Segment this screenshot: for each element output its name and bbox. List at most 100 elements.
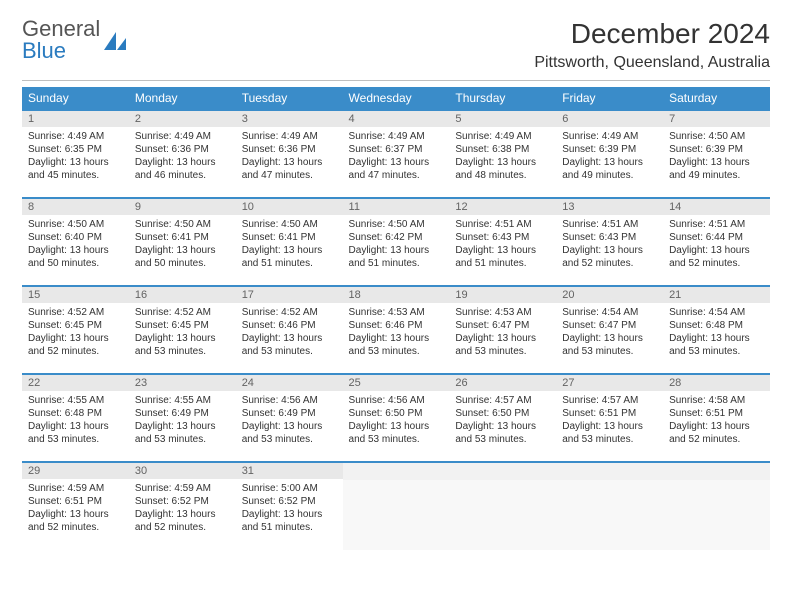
calendar-cell: 7Sunrise: 4:50 AMSunset: 6:39 PMDaylight… bbox=[663, 110, 770, 198]
sunset-line-label: Sunset: bbox=[669, 408, 703, 419]
sunrise-line-value: 4:55 AM bbox=[67, 395, 104, 406]
sunrise-line-label: Sunrise: bbox=[135, 307, 172, 318]
sunrise-line-value: 4:49 AM bbox=[281, 131, 318, 142]
sunrise-line-value: 4:53 AM bbox=[495, 307, 532, 318]
sunset-line-label: Sunset: bbox=[349, 232, 383, 243]
sunrise-line-label: Sunrise: bbox=[242, 307, 279, 318]
sunset-line-label: Sunset: bbox=[455, 232, 489, 243]
sunset-line-value: 6:44 PM bbox=[706, 232, 743, 243]
daylight-line: Daylight: 13 hours and 53 minutes. bbox=[455, 420, 550, 446]
sunrise-line-value: 4:52 AM bbox=[174, 307, 211, 318]
day-details: Sunrise: 4:56 AMSunset: 6:49 PMDaylight:… bbox=[236, 391, 343, 450]
sunset-line: Sunset: 6:39 PM bbox=[562, 143, 657, 156]
daylight-line: Daylight: 13 hours and 47 minutes. bbox=[242, 156, 337, 182]
sunset-line: Sunset: 6:39 PM bbox=[669, 143, 764, 156]
sunset-line-label: Sunset: bbox=[242, 144, 276, 155]
sunrise-line-label: Sunrise: bbox=[562, 131, 599, 142]
sunrise-line: Sunrise: 4:51 AM bbox=[562, 218, 657, 231]
sunrise-line-value: 4:52 AM bbox=[281, 307, 318, 318]
sunset-line: Sunset: 6:35 PM bbox=[28, 143, 123, 156]
sunrise-line: Sunrise: 4:50 AM bbox=[669, 130, 764, 143]
sunrise-line-label: Sunrise: bbox=[349, 395, 386, 406]
day-details: Sunrise: 4:57 AMSunset: 6:50 PMDaylight:… bbox=[449, 391, 556, 450]
daylight-line-label: Daylight: bbox=[349, 245, 388, 256]
sunrise-line: Sunrise: 4:56 AM bbox=[349, 394, 444, 407]
day-details: Sunrise: 4:58 AMSunset: 6:51 PMDaylight:… bbox=[663, 391, 770, 450]
sunrise-line-label: Sunrise: bbox=[669, 307, 706, 318]
sunset-line: Sunset: 6:45 PM bbox=[28, 319, 123, 332]
sunset-line: Sunset: 6:37 PM bbox=[349, 143, 444, 156]
sunrise-line-value: 4:49 AM bbox=[174, 131, 211, 142]
day-header: Saturday bbox=[663, 87, 770, 110]
day-details: Sunrise: 4:49 AMSunset: 6:39 PMDaylight:… bbox=[556, 127, 663, 186]
day-number: 17 bbox=[236, 287, 343, 303]
calendar-cell: 18Sunrise: 4:53 AMSunset: 6:46 PMDayligh… bbox=[343, 286, 450, 374]
sunset-line-value: 6:49 PM bbox=[278, 408, 315, 419]
sunset-line-label: Sunset: bbox=[135, 144, 169, 155]
daylight-line: Daylight: 13 hours and 52 minutes. bbox=[669, 420, 764, 446]
sunrise-line-label: Sunrise: bbox=[135, 395, 172, 406]
daylight-line-label: Daylight: bbox=[28, 421, 67, 432]
sunset-line: Sunset: 6:36 PM bbox=[135, 143, 230, 156]
logo-sail-icon bbox=[102, 30, 128, 52]
day-number: 12 bbox=[449, 199, 556, 215]
sunset-line-value: 6:43 PM bbox=[492, 232, 529, 243]
daylight-line-label: Daylight: bbox=[135, 333, 174, 344]
calendar-week: 1Sunrise: 4:49 AMSunset: 6:35 PMDaylight… bbox=[22, 110, 770, 198]
location-text: Pittsworth, Queensland, Australia bbox=[534, 54, 770, 72]
calendar-week: 8Sunrise: 4:50 AMSunset: 6:40 PMDaylight… bbox=[22, 198, 770, 286]
day-number: 21 bbox=[663, 287, 770, 303]
day-number: 26 bbox=[449, 375, 556, 391]
calendar-cell bbox=[556, 462, 663, 550]
sunrise-line-label: Sunrise: bbox=[455, 131, 492, 142]
day-number: 29 bbox=[22, 463, 129, 479]
sunset-line: Sunset: 6:47 PM bbox=[455, 319, 550, 332]
sunset-line: Sunset: 6:44 PM bbox=[669, 231, 764, 244]
sunset-line: Sunset: 6:48 PM bbox=[28, 407, 123, 420]
sunset-line-value: 6:36 PM bbox=[172, 144, 209, 155]
daylight-line: Daylight: 13 hours and 49 minutes. bbox=[669, 156, 764, 182]
calendar-week: 29Sunrise: 4:59 AMSunset: 6:51 PMDayligh… bbox=[22, 462, 770, 550]
sunrise-line-value: 4:52 AM bbox=[67, 307, 104, 318]
sunset-line-label: Sunset: bbox=[349, 320, 383, 331]
sunrise-line: Sunrise: 4:50 AM bbox=[135, 218, 230, 231]
sunrise-line-value: 4:49 AM bbox=[67, 131, 104, 142]
sunset-line-value: 6:46 PM bbox=[278, 320, 315, 331]
calendar-cell: 17Sunrise: 4:52 AMSunset: 6:46 PMDayligh… bbox=[236, 286, 343, 374]
calendar-cell: 29Sunrise: 4:59 AMSunset: 6:51 PMDayligh… bbox=[22, 462, 129, 550]
daylight-line-label: Daylight: bbox=[242, 333, 281, 344]
sunset-line: Sunset: 6:41 PM bbox=[242, 231, 337, 244]
sunrise-line-value: 4:49 AM bbox=[495, 131, 532, 142]
sunrise-line-label: Sunrise: bbox=[349, 307, 386, 318]
day-details: Sunrise: 5:00 AMSunset: 6:52 PMDaylight:… bbox=[236, 479, 343, 538]
calendar-cell: 27Sunrise: 4:57 AMSunset: 6:51 PMDayligh… bbox=[556, 374, 663, 462]
sunrise-line-label: Sunrise: bbox=[562, 219, 599, 230]
sunset-line-label: Sunset: bbox=[135, 496, 169, 507]
sunset-line: Sunset: 6:52 PM bbox=[135, 495, 230, 508]
daylight-line: Daylight: 13 hours and 52 minutes. bbox=[135, 508, 230, 534]
day-number: 8 bbox=[22, 199, 129, 215]
calendar-cell: 16Sunrise: 4:52 AMSunset: 6:45 PMDayligh… bbox=[129, 286, 236, 374]
day-number: 30 bbox=[129, 463, 236, 479]
sunset-line: Sunset: 6:38 PM bbox=[455, 143, 550, 156]
sunset-line-label: Sunset: bbox=[135, 408, 169, 419]
calendar-cell: 3Sunrise: 4:49 AMSunset: 6:36 PMDaylight… bbox=[236, 110, 343, 198]
sunset-line-label: Sunset: bbox=[28, 320, 62, 331]
sunrise-line: Sunrise: 4:51 AM bbox=[669, 218, 764, 231]
sunset-line: Sunset: 6:36 PM bbox=[242, 143, 337, 156]
sunrise-line-value: 4:50 AM bbox=[67, 219, 104, 230]
calendar-cell: 10Sunrise: 4:50 AMSunset: 6:41 PMDayligh… bbox=[236, 198, 343, 286]
daylight-line-label: Daylight: bbox=[349, 421, 388, 432]
sunrise-line: Sunrise: 4:49 AM bbox=[135, 130, 230, 143]
sunrise-line-value: 5:00 AM bbox=[281, 483, 318, 494]
sunrise-line-value: 4:54 AM bbox=[709, 307, 746, 318]
day-number-empty bbox=[343, 463, 450, 480]
sunrise-line: Sunrise: 4:51 AM bbox=[455, 218, 550, 231]
daylight-line-label: Daylight: bbox=[28, 245, 67, 256]
sunset-line-label: Sunset: bbox=[242, 232, 276, 243]
sunrise-line-label: Sunrise: bbox=[28, 219, 65, 230]
sunrise-line-label: Sunrise: bbox=[242, 131, 279, 142]
sunrise-line-value: 4:50 AM bbox=[388, 219, 425, 230]
daylight-line: Daylight: 13 hours and 52 minutes. bbox=[28, 508, 123, 534]
day-number: 20 bbox=[556, 287, 663, 303]
